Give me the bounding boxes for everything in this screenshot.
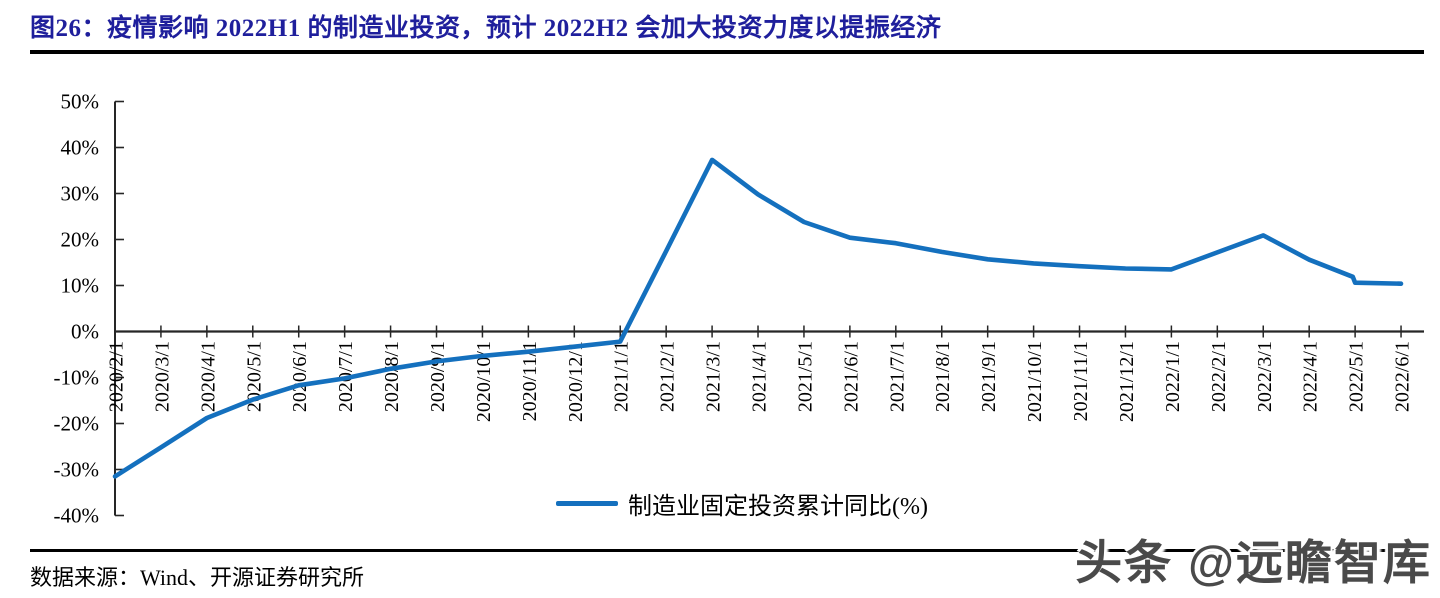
x-axis-tick-label: 2020/3/1	[151, 341, 173, 412]
x-axis-tick-label: 2021/10/1	[1024, 341, 1046, 422]
x-axis-tick-label: 2021/11/1	[1070, 341, 1092, 421]
x-axis-tick-label: 2020/5/1	[243, 341, 265, 412]
legend-line-swatch	[556, 501, 618, 506]
y-axis-tick-label: 20%	[61, 228, 100, 252]
y-axis-tick-label: -30%	[54, 458, 100, 482]
x-axis-tick-label: 2020/11/1	[519, 341, 541, 421]
x-axis-tick-label: 2021/4/1	[749, 341, 771, 412]
x-axis-tick-label: 2022/1/1	[1162, 341, 1184, 412]
x-axis-tick-label: 2021/12/1	[1116, 341, 1138, 422]
x-axis-tick-label: 2022/4/1	[1300, 341, 1322, 412]
y-axis-tick-label: 50%	[61, 90, 100, 114]
title-divider-rule	[30, 50, 1424, 54]
y-axis-tick-label: -10%	[54, 366, 100, 390]
chart-legend: 制造业固定投资累计同比(%)	[556, 486, 928, 521]
x-axis-tick-label: 2022/3/1	[1254, 341, 1276, 412]
y-axis-tick-label: -20%	[54, 412, 100, 436]
x-axis-tick-label: 2021/9/1	[978, 341, 1000, 412]
x-axis-tick-label: 2021/3/1	[703, 341, 725, 412]
x-axis-tick-label: 2021/7/1	[886, 341, 908, 412]
x-axis-tick-label: 2020/12/1	[565, 341, 587, 422]
x-axis-tick-label: 2021/6/1	[840, 341, 862, 412]
data-line-series	[112, 157, 1404, 479]
line-chart: 50% 40% 30% 20% 10% 0% -10% -20% -30% -40% 2020/2/…	[54, 90, 1424, 528]
x-axis-tick-label: 2021/2/1	[657, 341, 679, 412]
legend-label: 制造业固定投资累计同比(%)	[628, 494, 928, 520]
x-axis-tick-label: 2020/10/1	[473, 341, 495, 422]
x-axis-tick-label: 2022/6/1	[1392, 341, 1414, 412]
watermark-text: 头条 @远瞻智库	[1075, 536, 1432, 589]
y-axis-tick-label: 30%	[61, 182, 100, 206]
x-axis-tick-label: 2021/5/1	[794, 341, 816, 412]
x-axis-tick-label: 2022/2/1	[1208, 341, 1230, 412]
x-axis-tick-label: 2020/8/1	[381, 341, 403, 412]
x-axis-tick-label: 2020/6/1	[289, 341, 311, 412]
figure-title: 图26：疫情影响 2022H1 的制造业投资，预计 2022H2 会加大投资力度…	[30, 15, 942, 42]
x-axis-tick-label: 2020/2/1	[106, 341, 128, 412]
y-axis-tick-label: 10%	[61, 274, 100, 298]
y-axis-tick-label: -40%	[54, 504, 100, 528]
x-axis-tick-label: 2021/1/1	[611, 341, 633, 412]
x-axis-tick-label: 2021/8/1	[932, 341, 954, 412]
y-axis-tick-label: 0%	[71, 320, 99, 344]
data-source-text: 数据来源：Wind、开源证券研究所	[30, 565, 364, 590]
x-axis-tick-label: 2022/5/1	[1346, 341, 1368, 412]
footer-divider-rule	[30, 549, 1424, 552]
x-axis-tick-label: 2020/4/1	[197, 341, 219, 412]
y-axis-tick-label: 40%	[61, 136, 100, 160]
x-axis-tick-label: 2020/9/1	[427, 341, 449, 412]
